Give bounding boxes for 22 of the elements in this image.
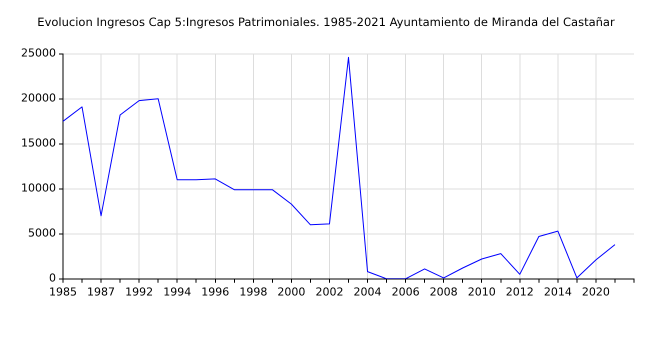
x-tick-label: 2010: [468, 285, 496, 298]
x-tick-label: 2012: [506, 285, 534, 298]
chart-title: Evolucion Ingresos Cap 5:Ingresos Patrimoniales. 1985-2021 Ayuntamiento de Miranda del Castañar: [37, 14, 615, 29]
x-tick-label: 2020: [582, 285, 610, 298]
y-tick-label: 15000: [20, 136, 56, 150]
x-tick-label: 1996: [201, 285, 230, 298]
x-tick-label: 2004: [354, 285, 382, 298]
y-tick-label: 25000: [20, 46, 56, 60]
y-tick-label: 20000: [20, 92, 56, 105]
x-tick-label: 1998: [239, 285, 268, 298]
y-tick-label: 10000: [20, 182, 56, 195]
x-tick-label: 1994: [163, 285, 192, 298]
x-tick-label: 1992: [125, 285, 154, 298]
y-tick-label: 5000: [28, 226, 56, 240]
y-tick-label: 0: [48, 272, 56, 285]
x-tick-label: 2002: [315, 285, 344, 298]
x-tick-label: 2008: [430, 285, 458, 298]
x-tick-label: 2000: [277, 285, 306, 298]
x-tick-label: 2006: [392, 285, 420, 298]
x-tick-label: 1987: [87, 285, 116, 298]
x-tick-label: 1985: [48, 285, 77, 298]
x-tick-label: 2014: [544, 285, 572, 298]
